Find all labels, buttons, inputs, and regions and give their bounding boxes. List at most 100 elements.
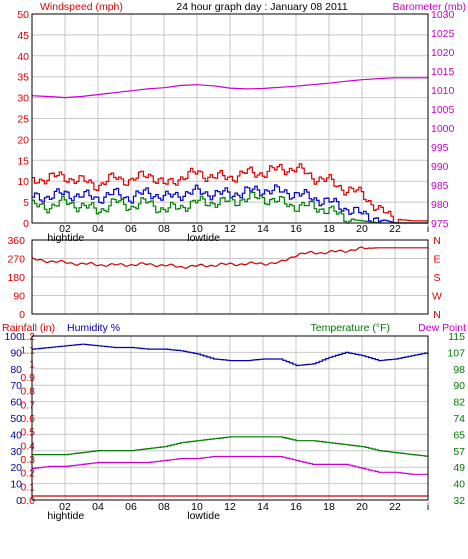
rainfall-tick-label: 0.3 bbox=[20, 454, 35, 466]
climate-hour-label: 08 bbox=[158, 501, 170, 513]
climate-lowtide-label: lowtide bbox=[187, 510, 220, 522]
climate-hour-label: 12 bbox=[224, 501, 236, 513]
rainfall-tick-label: 0.5 bbox=[20, 427, 35, 439]
wind-lowtide-label: lowtide bbox=[187, 232, 220, 244]
temperature-tick-label: 115 bbox=[448, 331, 465, 343]
direction-tick-label: 90 bbox=[13, 291, 25, 303]
climate-hour-label: 04 bbox=[92, 501, 104, 513]
wind-hour-label: 04 bbox=[92, 223, 104, 235]
rainfall-tick-label: 0.9 bbox=[20, 372, 35, 384]
wind-tick-label: 0 bbox=[23, 218, 29, 230]
climate-hour-label: 16 bbox=[290, 501, 302, 513]
wind-hour-label: 20 bbox=[356, 223, 368, 235]
rainfall-tick-label: 0.6 bbox=[20, 413, 35, 425]
climate-hour-label: 10 bbox=[191, 501, 203, 513]
graph-title: 24 hour graph day : January 08 2011 bbox=[176, 1, 348, 13]
rainfall-tick-label: 0.4 bbox=[20, 440, 35, 452]
wind-tick-label: 10 bbox=[17, 176, 29, 188]
wind-tick-label: 30 bbox=[17, 93, 29, 105]
climate-hour-label: 02 bbox=[59, 501, 71, 513]
rainfall-tick-label: 1.1 bbox=[20, 345, 35, 357]
wind-hour-label: 18 bbox=[323, 223, 335, 235]
wind-hour-label: 16 bbox=[290, 223, 302, 235]
temperature-tick-label: 74 bbox=[453, 413, 465, 425]
climate-hour-label: 18 bbox=[323, 501, 335, 513]
wind-hour-label: i bbox=[427, 223, 429, 235]
barometer-tick-label: 1010 bbox=[431, 85, 455, 97]
climate-hour-label: 14 bbox=[257, 501, 269, 513]
barometer-tick-label: 1005 bbox=[431, 104, 455, 116]
wind-hour-label: 02 bbox=[59, 223, 71, 235]
barometer-tick-label: 995 bbox=[431, 142, 449, 154]
compass-tick-label: N bbox=[433, 235, 441, 247]
direction-panel-frame bbox=[31, 239, 429, 315]
barometer-tick-label: 1015 bbox=[431, 66, 455, 78]
humidity-tick-label: 10 bbox=[10, 479, 22, 491]
barometer-tick-label: 985 bbox=[431, 180, 449, 192]
wind-hour-label: 22 bbox=[389, 223, 401, 235]
barometer-tick-label: 1030 bbox=[431, 9, 455, 21]
temperature-tick-label: 98 bbox=[453, 364, 465, 376]
temperature-axis-title: Temperature (°F) bbox=[311, 322, 390, 334]
wind-hour-label: 14 bbox=[257, 223, 269, 235]
compass-tick-label: E bbox=[433, 254, 440, 266]
wind-panel-frame bbox=[31, 13, 429, 224]
humidity-tick-label: 40 bbox=[10, 429, 22, 441]
humidity-axis-title: Humidity % bbox=[67, 322, 120, 334]
wind-hour-label: 08 bbox=[158, 223, 170, 235]
grid-layer bbox=[32, 14, 428, 500]
dewpoint-axis-title: Dew Point bbox=[418, 322, 466, 334]
temperature-tick-label: 107 bbox=[447, 347, 465, 359]
rainfall-tick-label: 0.1 bbox=[20, 481, 35, 493]
wind-tick-label: 40 bbox=[17, 51, 29, 63]
wind-hightide-label: hightide bbox=[47, 232, 84, 244]
climate-hightide-label: hightide bbox=[47, 510, 84, 522]
wind-hour-label: 10 bbox=[191, 223, 203, 235]
humidity-tick-label: 60 bbox=[10, 397, 22, 409]
wind-tick-label: 50 bbox=[17, 9, 29, 21]
compass-tick-label: N bbox=[433, 309, 441, 321]
direction-tick-label: 0 bbox=[19, 309, 25, 321]
rainfall-tick-label: 1.2 bbox=[20, 331, 35, 343]
barometer-tick-label: 1000 bbox=[431, 123, 455, 135]
barometer-tick-label: 1025 bbox=[431, 28, 455, 40]
wind-tick-label: 25 bbox=[17, 114, 29, 126]
rainfall-tick-label: 0.0 bbox=[20, 495, 35, 507]
rainfall-axis-title: Rainfall (in) bbox=[2, 322, 55, 334]
rainfall-tick-label: 0.7 bbox=[20, 399, 35, 411]
wind-gust-line bbox=[32, 163, 428, 224]
humidity-tick-label: 70 bbox=[10, 380, 22, 392]
series-layer bbox=[31, 77, 429, 497]
temperature-tick-label: 32 bbox=[453, 495, 465, 507]
humidity-tick-label: 20 bbox=[10, 462, 22, 474]
compass-tick-label: S bbox=[433, 272, 440, 284]
humidity-tick-label: 90 bbox=[10, 347, 22, 359]
dewpoint-line bbox=[32, 455, 428, 475]
temperature-tick-label: 40 bbox=[453, 479, 465, 491]
humidity-tick-label: 0 bbox=[16, 495, 22, 507]
windspeed-axis-title: Windspeed (mph) bbox=[40, 1, 123, 13]
barometer-tick-label: 975 bbox=[431, 218, 449, 230]
tick-label-layer: 0510152025303540455097598098599099510001… bbox=[4, 9, 465, 522]
wind-tick-label: 35 bbox=[17, 72, 29, 84]
temperature-tick-label: 82 bbox=[453, 397, 465, 409]
wind-tick-label: 20 bbox=[17, 134, 29, 146]
wind-direction-line bbox=[31, 246, 428, 269]
barometer-tick-label: 980 bbox=[431, 199, 449, 211]
humidity-tick-label: 50 bbox=[10, 413, 22, 425]
direction-tick-label: 360 bbox=[7, 235, 25, 247]
humidity-tick-label: 80 bbox=[10, 364, 22, 376]
humidity-tick-label: 100 bbox=[4, 331, 22, 343]
temperature-tick-label: 49 bbox=[453, 462, 465, 474]
climate-hour-label: i bbox=[427, 501, 429, 513]
rainfall-tick-label: 0.8 bbox=[20, 386, 35, 398]
barometer-tick-label: 1020 bbox=[431, 47, 455, 59]
temperature-tick-label: 90 bbox=[453, 380, 465, 392]
wind-hour-label: 06 bbox=[125, 223, 137, 235]
compass-tick-label: W bbox=[432, 291, 442, 303]
wind-tick-label: 45 bbox=[17, 30, 29, 42]
wind-tick-label: 15 bbox=[17, 155, 29, 167]
climate-panel-frame bbox=[31, 335, 429, 501]
direction-tick-label: 180 bbox=[7, 272, 25, 284]
